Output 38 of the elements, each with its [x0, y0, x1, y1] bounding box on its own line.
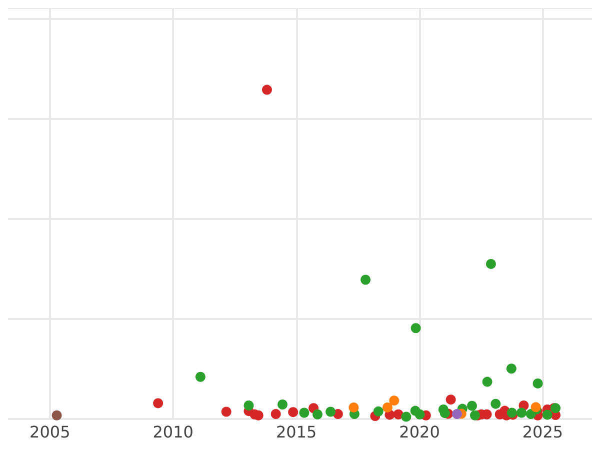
point — [401, 412, 412, 422]
point — [532, 378, 543, 388]
x-tick-label: 2015 — [276, 422, 317, 442]
point — [299, 408, 310, 418]
point — [516, 408, 527, 418]
point — [312, 409, 322, 420]
point — [153, 398, 164, 408]
point — [490, 398, 501, 409]
point — [221, 406, 232, 417]
point — [542, 410, 552, 420]
point — [360, 274, 371, 285]
point — [452, 409, 462, 420]
point — [470, 410, 480, 420]
point — [195, 372, 206, 382]
point — [467, 400, 477, 411]
point — [393, 409, 404, 420]
x-tick-label: 2020 — [399, 422, 440, 442]
x-tick-label: 2005 — [30, 422, 70, 442]
x-tick-label: 2025 — [522, 422, 564, 442]
point — [373, 406, 384, 416]
point — [262, 84, 272, 95]
point — [288, 407, 298, 418]
point — [382, 402, 392, 412]
point — [389, 396, 400, 406]
point — [486, 258, 496, 269]
point — [506, 364, 516, 374]
point — [270, 409, 281, 420]
point — [482, 376, 492, 387]
point — [410, 323, 421, 334]
point — [244, 400, 254, 410]
point — [278, 400, 288, 410]
point — [440, 408, 450, 418]
point — [326, 406, 336, 417]
point — [446, 394, 456, 405]
point — [348, 402, 359, 412]
point — [414, 409, 425, 420]
point — [52, 410, 62, 420]
x-tick-label: 2010 — [152, 422, 194, 442]
